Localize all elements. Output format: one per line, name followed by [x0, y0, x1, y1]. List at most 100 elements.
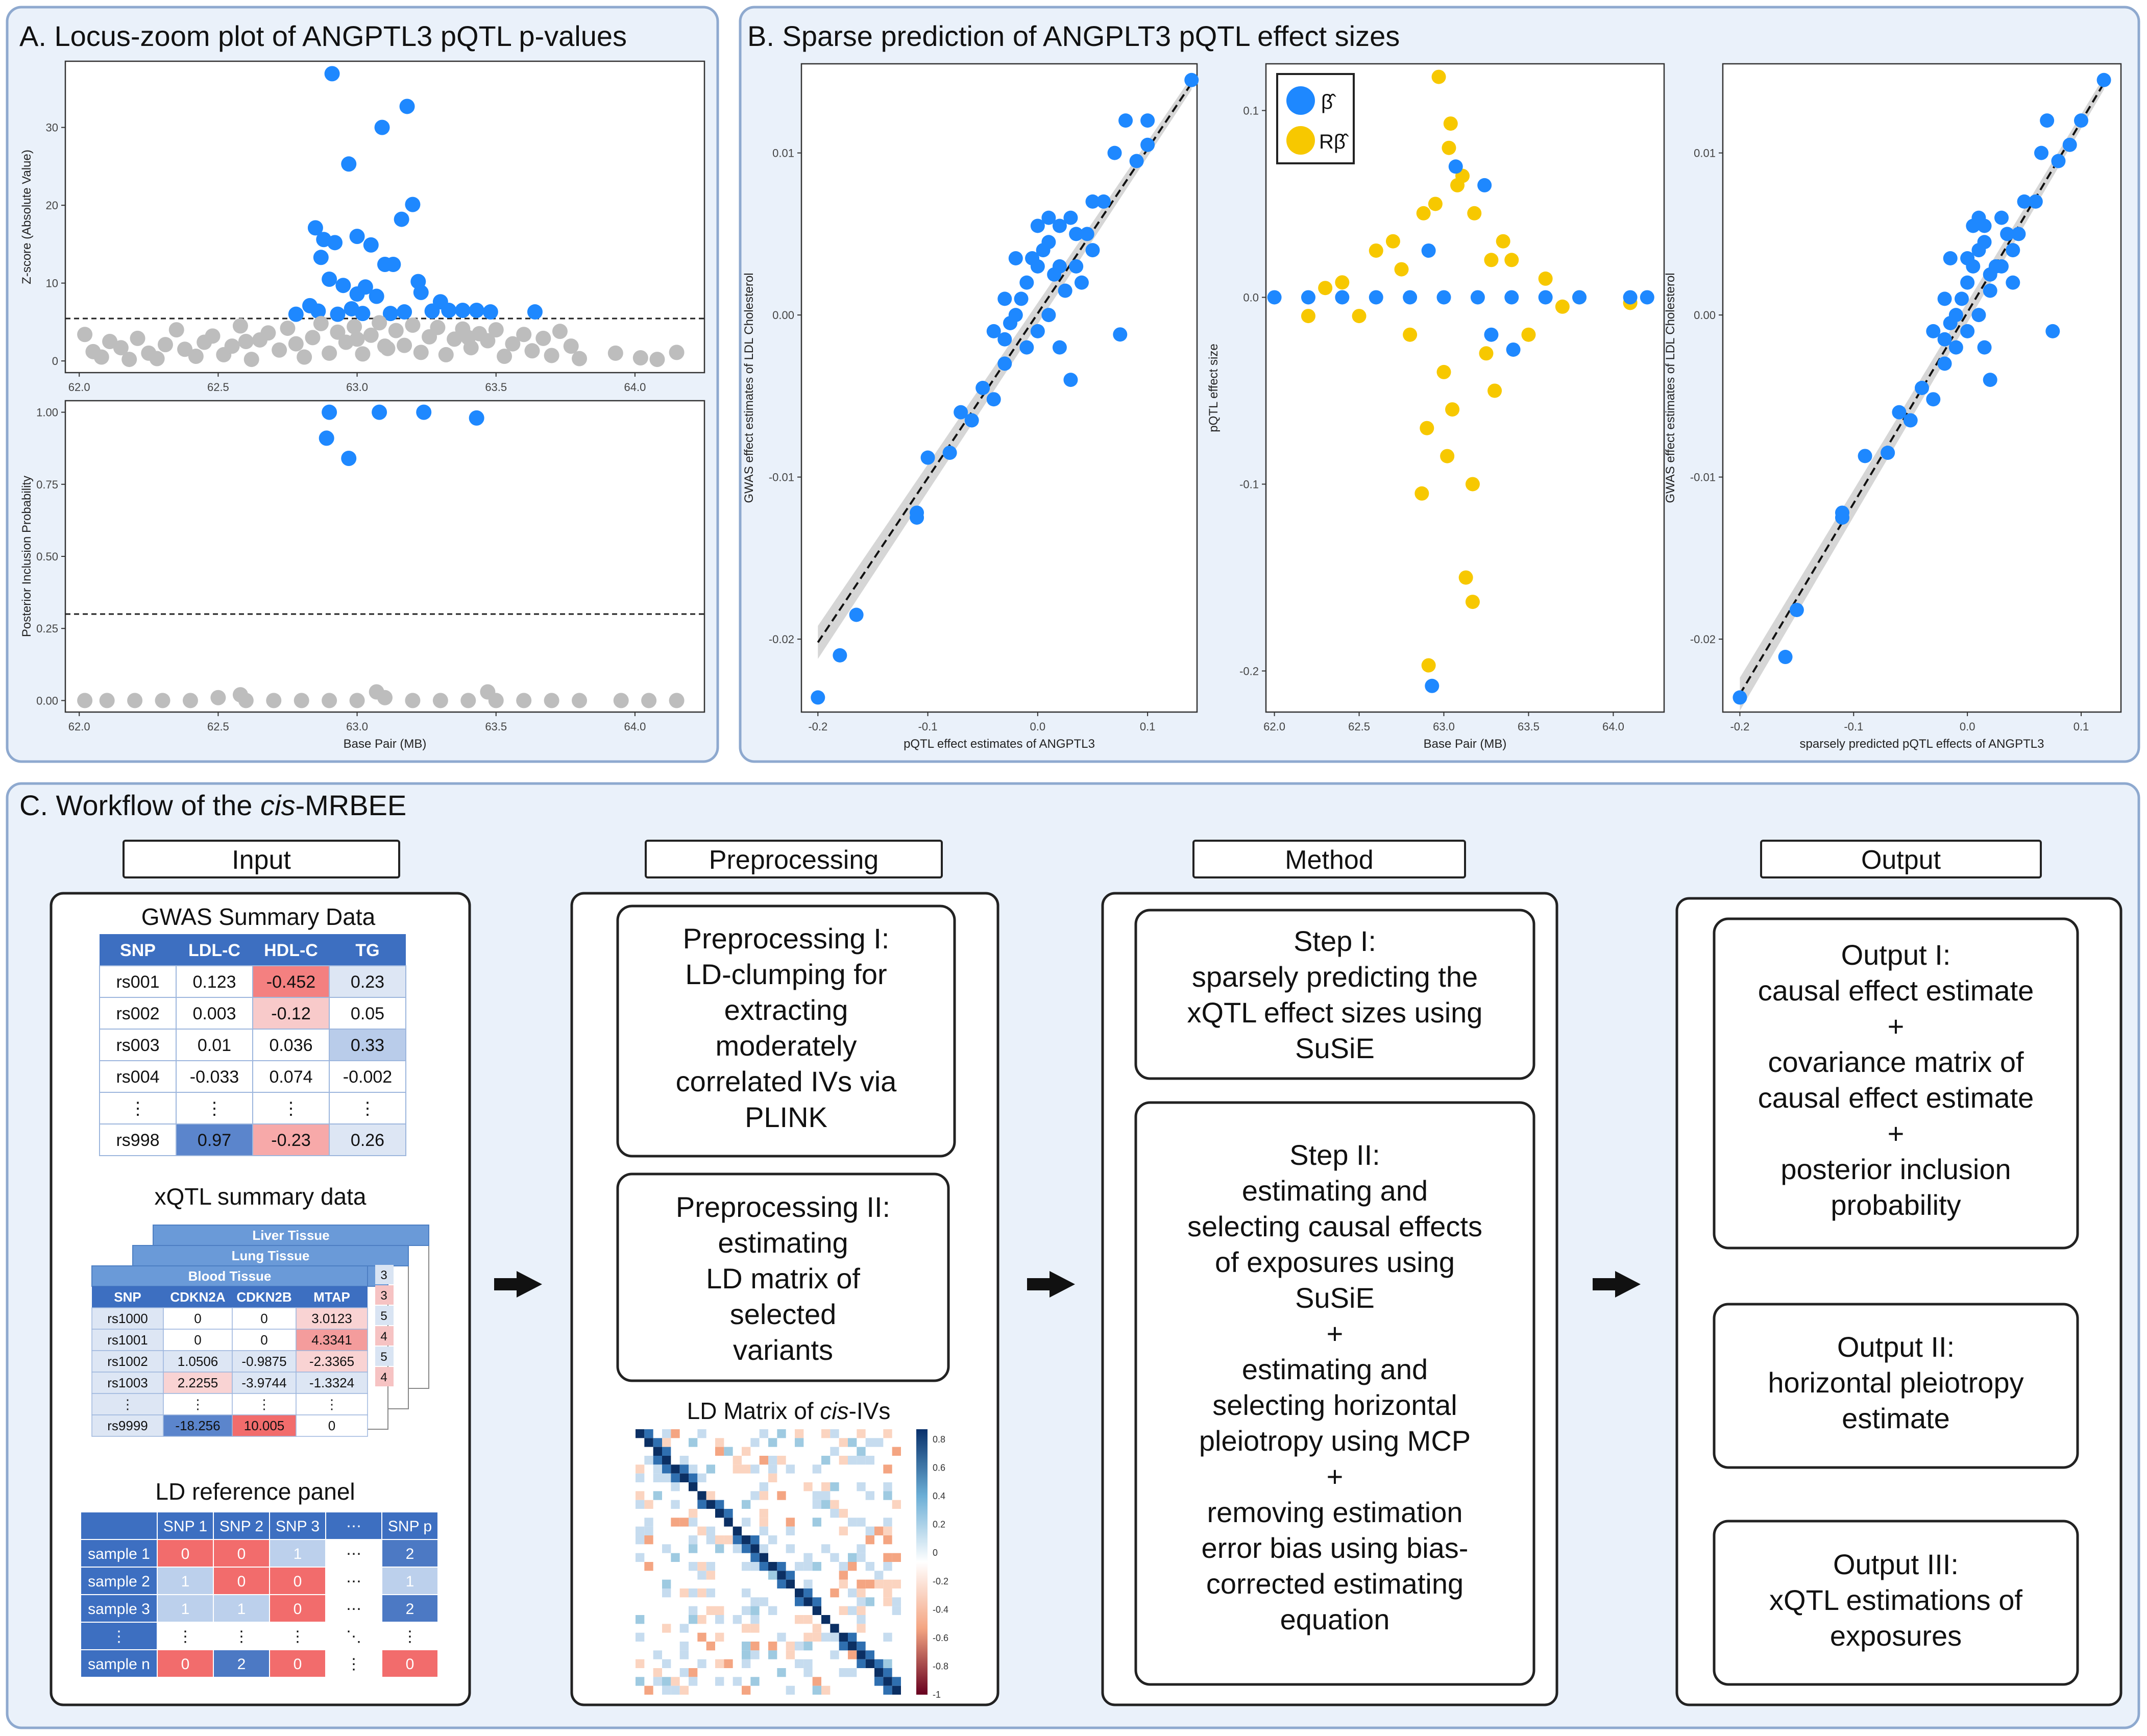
- blue-data-point: [527, 304, 543, 320]
- grey-data-point: [447, 331, 462, 347]
- ld-cell-text: ⋮: [402, 1628, 418, 1645]
- xqtl-cell: [91, 1393, 164, 1415]
- heatmap-cell: [874, 1668, 884, 1677]
- heatmap-cell: [715, 1544, 724, 1553]
- y-tick-label: 20: [46, 199, 58, 212]
- ld-cell: [381, 1649, 438, 1678]
- blue-data-point: [2051, 154, 2066, 168]
- grey-data-point: [480, 333, 496, 349]
- xqtl-cell: [296, 1372, 368, 1394]
- y-tick-label: -0.01: [769, 471, 794, 484]
- text-line: correlated IVs via: [676, 1065, 897, 1097]
- ld-reference-table: SNP 1 SNP 2 SNP 3 ⋯ SNP p sample 1 0 0 1 ⋯ 2 sample…: [80, 1511, 438, 1678]
- output-header: Output: [1760, 840, 2042, 878]
- blue-data-point: [1436, 290, 1451, 305]
- arrow-method-to-output-icon: [1593, 1271, 1641, 1298]
- blue-data-point: [1113, 327, 1128, 342]
- heatmap-cell: [750, 1535, 760, 1545]
- heatmap-cell: [857, 1642, 866, 1651]
- heatmap-cell: [786, 1571, 795, 1580]
- heatmap-cell: [777, 1571, 786, 1580]
- text-line: equation: [1280, 1603, 1390, 1635]
- blue-data-point: [1140, 137, 1155, 152]
- heatmap-cell: [742, 1650, 751, 1659]
- grey-data-point: [102, 334, 118, 349]
- heatmap-cell: [733, 1535, 742, 1545]
- text-line: exposures: [1830, 1620, 1962, 1652]
- heatmap-cell: [662, 1685, 671, 1695]
- grey-data-point: [349, 693, 365, 708]
- blue-data-point: [1983, 283, 1997, 298]
- gwas-cell: [252, 1029, 330, 1061]
- heatmap-cell: [733, 1464, 742, 1474]
- blue-data-point: [1971, 210, 1986, 225]
- xqtl-back-sheet-header: [153, 1225, 429, 1246]
- blue-data-point: [942, 446, 957, 460]
- blue-data-point: [397, 304, 412, 320]
- yellow-data-point: [1421, 658, 1436, 673]
- heatmap-cell: [644, 1429, 653, 1438]
- xqtl-cell: [232, 1350, 297, 1373]
- blue-data-point: [288, 306, 304, 322]
- gwas-cell-text: rs002: [116, 1004, 159, 1023]
- xqtl-cell-text: 3.0123: [311, 1311, 352, 1326]
- heatmap-cell: [821, 1544, 831, 1553]
- heatmap-cell: [689, 1606, 698, 1615]
- heatmap-cell: [857, 1518, 866, 1527]
- heatmap-cell: [786, 1685, 795, 1695]
- ld-cell-text: ⋮: [346, 1656, 361, 1673]
- blue-data-point: [1118, 113, 1133, 128]
- x-tick-label: 64.0: [624, 381, 646, 394]
- gwas-vs-sparse-pqtl-scatter: -0.2 -0.1 0.0 0.1 -0.02 -0.01 0.00 0.01 sparsely…: [1664, 63, 2122, 751]
- heatmap-cell: [821, 1685, 831, 1695]
- grey-data-point: [388, 323, 404, 338]
- heatmap-cell: [803, 1632, 813, 1642]
- gwas-cell-text: 0.33: [351, 1036, 384, 1055]
- grey-data-point: [349, 331, 365, 347]
- xqtl-cell: [296, 1307, 368, 1330]
- heatmap-cell: [724, 1518, 733, 1527]
- heatmap-cell: [830, 1429, 839, 1438]
- grey-data-point: [205, 328, 221, 344]
- heatmap-cell: [689, 1464, 698, 1474]
- heatmap-cell: [857, 1597, 866, 1606]
- ld-header-cell: [325, 1511, 382, 1540]
- blue-data-point: [1041, 235, 1056, 250]
- heatmap-cell: [679, 1518, 689, 1527]
- heatmap-cell: [671, 1473, 680, 1482]
- text-line: +: [1327, 1317, 1344, 1350]
- y-tick-label: -0.2: [1239, 665, 1259, 677]
- x-tick-label: -0.1: [1844, 720, 1863, 733]
- yellow-data-point: [1385, 234, 1400, 249]
- gwas-cell: [329, 997, 406, 1030]
- grey-data-point: [607, 345, 623, 361]
- heatmap-cell: [795, 1597, 804, 1606]
- ld-header-cell: [381, 1511, 438, 1540]
- grey-data-point: [544, 348, 559, 363]
- blue-data-point: [349, 229, 365, 244]
- blue-data-point: [1937, 291, 1952, 306]
- heatmap-cell: [679, 1464, 689, 1474]
- y-axis-label: pQTL effect size: [1207, 344, 1221, 432]
- grey-data-point: [355, 346, 371, 362]
- gwas-cell-text: 0.123: [192, 972, 236, 992]
- ld-cell-text: 1: [181, 1601, 190, 1618]
- blue-data-point: [1506, 342, 1521, 357]
- heatmap-cell: [821, 1456, 831, 1465]
- heatmap-cell: [777, 1668, 786, 1677]
- grey-data-point: [260, 325, 276, 341]
- yellow-data-point: [1335, 275, 1350, 290]
- heatmap-cell: [697, 1491, 706, 1500]
- ld-cell: [213, 1594, 270, 1623]
- blue-data-point: [1008, 308, 1023, 323]
- grey-data-point: [280, 321, 296, 336]
- grey-data-point: [572, 351, 588, 366]
- x-tick-label: 63.0: [346, 720, 368, 733]
- heatmap-cell: [706, 1500, 715, 1509]
- grey-data-point: [177, 341, 193, 357]
- heatmap-cell: [662, 1588, 671, 1598]
- heatmap-cell: [715, 1500, 724, 1509]
- ld-cell-text: ⋮: [234, 1628, 249, 1645]
- xqtl-back-fragment: [375, 1347, 394, 1366]
- heatmap-cell: [750, 1650, 760, 1659]
